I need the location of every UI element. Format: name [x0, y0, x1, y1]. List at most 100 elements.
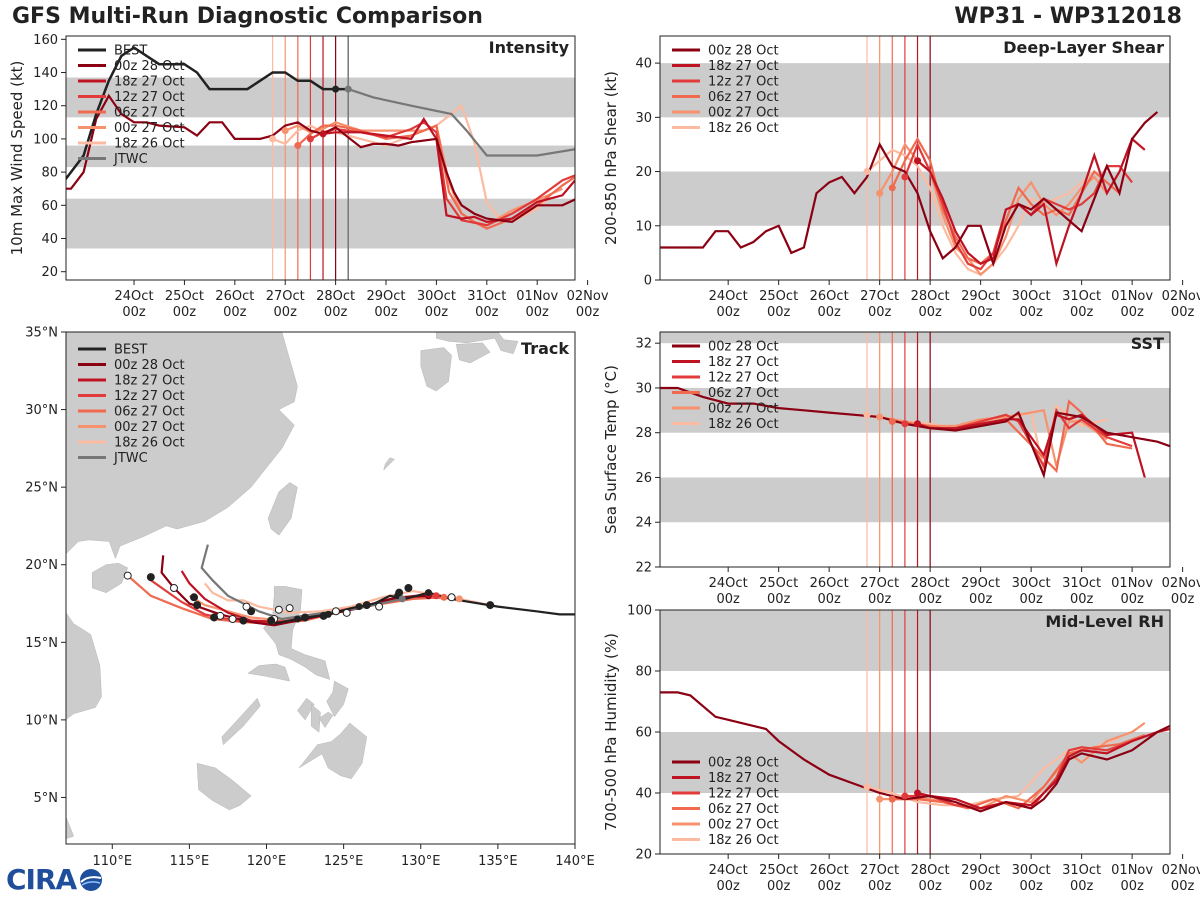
x-tick-sublabel: 00z — [817, 305, 841, 320]
cira-logo: CIRA — [6, 863, 106, 896]
x-tick-sublabel: 00z — [1019, 879, 1043, 894]
forecast-position-marker — [190, 593, 199, 602]
run-init-marker — [901, 792, 909, 800]
legend-label: 00z 27 Oct — [708, 402, 779, 417]
legend-label: JTWC — [113, 152, 148, 167]
legend-label: 18z 27 Oct — [708, 355, 779, 370]
logo-text: CIRA — [6, 863, 77, 896]
panel-title: Track — [521, 339, 569, 358]
legend-label: 00z 28 Oct — [708, 756, 779, 771]
y-tick-label: 20 — [635, 848, 652, 863]
x-tick-sublabel: 00z — [1120, 592, 1144, 607]
x-tick-sublabel: 00z — [1171, 879, 1195, 894]
y-tick-label: 40 — [41, 232, 58, 247]
x-tick-label: 120°E — [247, 854, 287, 869]
x-tick-sublabel: 00z — [475, 305, 499, 320]
forecast-position-marker — [210, 613, 219, 622]
x-tick-label: 25Oct — [759, 289, 798, 304]
x-tick-label: 25Oct — [759, 863, 798, 878]
legend-label: 18z 26 Oct — [708, 417, 779, 432]
x-tick-label: 24Oct — [709, 289, 748, 304]
forecast-position-marker — [228, 615, 237, 624]
land-honshu — [435, 332, 519, 354]
y-tick-label: 60 — [41, 199, 58, 214]
x-tick-sublabel: 00z — [1070, 305, 1094, 320]
x-tick-label: 01Nov — [516, 289, 558, 304]
legend-label: 06z 27 Oct — [114, 106, 185, 121]
shaded-band — [660, 332, 1170, 344]
series-line — [917, 413, 1146, 478]
best-position-marker — [293, 615, 301, 623]
best-position-marker — [424, 589, 432, 597]
run-init-marker — [888, 418, 896, 426]
y-tick-label: 22 — [635, 561, 652, 576]
x-tick-label: 01Nov — [1111, 576, 1153, 591]
series-line — [892, 733, 1146, 810]
run-init-marker — [281, 127, 289, 135]
forecast-position-marker — [267, 616, 276, 625]
x-tick-label: 130°E — [401, 854, 441, 869]
shaded-band — [66, 77, 575, 118]
run-init-marker — [914, 420, 922, 428]
legend-label: 00z 27 Oct — [114, 121, 185, 136]
x-tick-label: 27Oct — [860, 576, 899, 591]
x-tick-label: 26Oct — [810, 576, 849, 591]
y-tick-label: 160 — [33, 33, 58, 48]
forecast-position-marker — [331, 607, 340, 616]
y-axis-label: 700-500 hPa Humidity (%) — [602, 633, 620, 831]
x-tick-sublabel: 00z — [1070, 592, 1094, 607]
x-tick-label: 28Oct — [316, 289, 355, 304]
x-tick-label: 31Oct — [1062, 576, 1101, 591]
x-tick-sublabel: 00z — [223, 305, 247, 320]
x-tick-label: 24Oct — [709, 863, 748, 878]
jtwc-line — [347, 88, 575, 157]
legend-label: 06z 27 Oct — [708, 386, 779, 401]
legend-label: 00z 28 Oct — [708, 44, 779, 59]
sst-frame — [659, 331, 1171, 568]
land-hainan — [91, 562, 129, 593]
track-panel: 110°E 115°E 120°E 125°E 130°E 135°E 140°E 5°N 10… — [25, 326, 595, 870]
x-tick-label: 25Oct — [165, 289, 204, 304]
x-tick-label: 140°E — [555, 854, 595, 869]
shaded-band — [660, 477, 1170, 523]
intensity-panel: 2040608010012014016024Oct00z25Oct00z26Oc… — [8, 33, 609, 320]
y-tick-label: 40 — [635, 787, 652, 802]
x-tick-label: 26Oct — [215, 289, 254, 304]
y-tick-label: 20°N — [25, 558, 58, 573]
y-tick-label: 28 — [635, 426, 652, 441]
x-tick-sublabel: 00z — [767, 879, 791, 894]
legend-label: 12z 27 Oct — [708, 75, 779, 90]
x-tick-sublabel: 00z — [918, 592, 942, 607]
sst-plot-area — [660, 332, 1170, 567]
forecast-position-marker — [169, 584, 178, 592]
y-tick-label: 80 — [635, 665, 652, 680]
legend-label: 18z 27 Oct — [114, 75, 185, 90]
series-line — [660, 386, 1170, 480]
land-negros — [310, 703, 321, 733]
x-tick-sublabel: 00z — [1019, 592, 1043, 607]
x-tick-sublabel: 00z — [122, 305, 146, 320]
x-tick-sublabel: 00z — [324, 305, 348, 320]
panel-title: Deep-Layer Shear — [1003, 38, 1164, 57]
y-tick-label: 5°N — [34, 791, 59, 806]
x-tick-label: 29Oct — [961, 289, 1000, 304]
run-init-marker — [876, 189, 884, 197]
best-track-line — [66, 46, 349, 181]
y-tick-label: 0 — [644, 274, 652, 289]
run-init-marker — [901, 420, 909, 428]
x-tick-sublabel: 00z — [716, 879, 740, 894]
forecast-position-marker — [362, 601, 371, 610]
x-tick-sublabel: 00z — [173, 305, 197, 320]
y-tick-label: 35°N — [25, 326, 58, 341]
x-tick-label: 02Nov — [567, 289, 609, 304]
run-init-marker — [876, 795, 884, 803]
x-tick-label: 02Nov — [1162, 289, 1200, 304]
x-tick-sublabel: 00z — [969, 879, 993, 894]
legend-label: 18z 26 Oct — [114, 436, 185, 451]
y-tick-label: 30 — [635, 381, 652, 396]
forecast-position-marker — [123, 571, 132, 580]
y-tick-label: 60 — [635, 726, 652, 741]
forecast-position-marker — [146, 573, 155, 582]
track-init-marker — [455, 595, 463, 603]
